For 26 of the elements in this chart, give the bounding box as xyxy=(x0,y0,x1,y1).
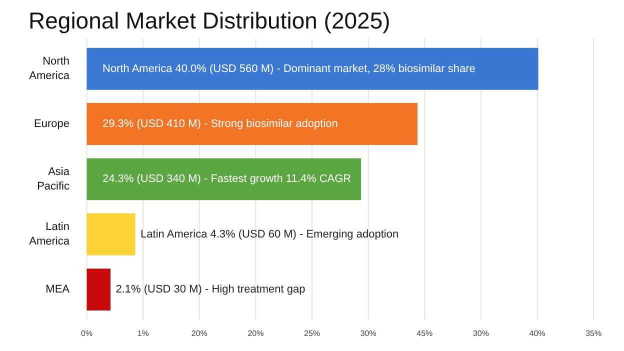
text: 20% xyxy=(248,329,264,338)
text: 30% xyxy=(472,329,489,338)
data-label: 2.1% (USD 30 M) - High treatment gap xyxy=(116,284,306,296)
data-label: Latin America 4.3% (USD 60 M) - Emerging adoption xyxy=(140,228,399,240)
text: 25% xyxy=(304,329,320,338)
data-label: 24.3% (USD 340 M) - Fastest growth 11.4% CAGR xyxy=(102,173,352,186)
bar xyxy=(86,213,136,256)
y-tick-label: Europe xyxy=(34,118,70,130)
y-tick-label: MEA xyxy=(46,284,70,296)
bar xyxy=(86,158,362,200)
text: 30% xyxy=(360,329,376,338)
data-label: 29.3% (USD 410 M) - Strong biosimilar adoption xyxy=(102,118,338,130)
text: 1% xyxy=(137,329,149,338)
y-tick-label: Latin America xyxy=(29,221,70,248)
text: 35% xyxy=(586,329,602,338)
chart-title: Regional Market Distribution (2025) xyxy=(28,8,390,34)
bar xyxy=(86,103,418,145)
data-label: North America 40.0% (USD 560 M) - Dominant market, 28% biosimilar share xyxy=(102,62,476,75)
text: 20% xyxy=(191,329,208,338)
text: 0% xyxy=(81,329,93,338)
bar xyxy=(86,48,538,90)
text: 40% xyxy=(529,329,546,338)
text: 45% xyxy=(416,329,433,338)
y-tick-label: North America xyxy=(29,56,70,82)
y-tick-label: Asia Pacific xyxy=(37,166,70,192)
bar xyxy=(86,268,110,311)
